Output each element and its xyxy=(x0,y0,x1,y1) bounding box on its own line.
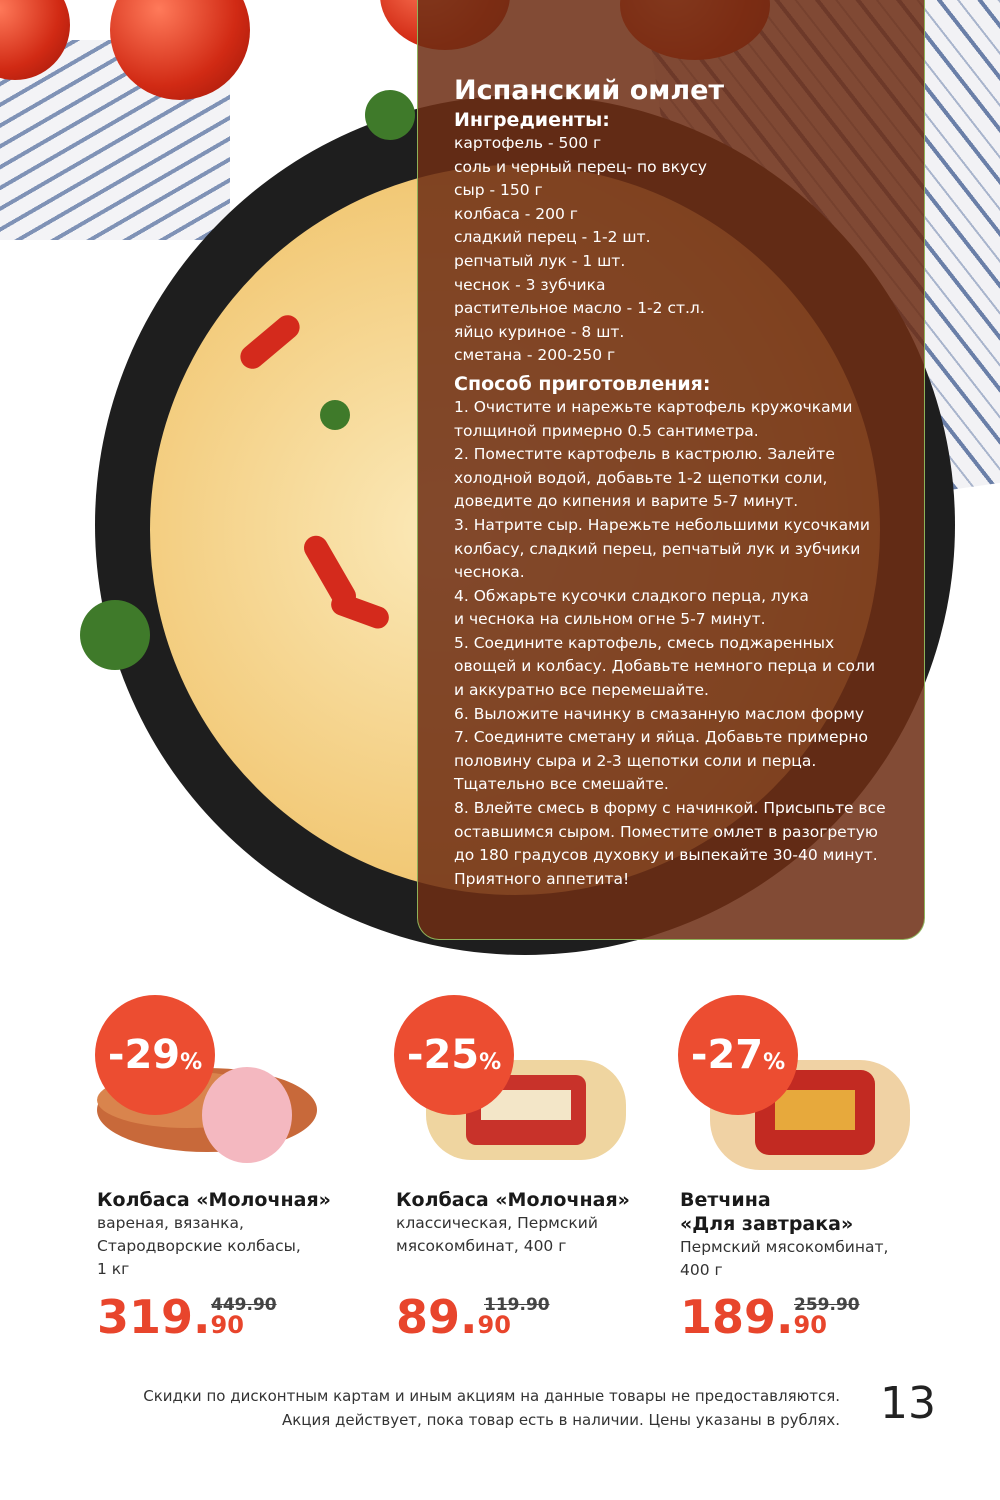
ingredient-item: сметана - 200-250 г xyxy=(454,346,616,365)
method-line: доведите до кипения и варите 5-7 минут. xyxy=(454,492,799,511)
percent-sign: % xyxy=(180,1049,203,1075)
ingredient-item: сладкий перец - 1-2 шт. xyxy=(454,228,651,247)
method-line: и аккуратно все перемешайте. xyxy=(454,681,709,700)
product-description-line: классическая, Пермский xyxy=(396,1214,598,1232)
discount-value: -25 xyxy=(406,1032,480,1078)
price-kopecks: 90 xyxy=(477,1311,511,1339)
old-price: 259.90 xyxy=(794,1295,860,1315)
method-line: 2. Поместите картофель в кастрюлю. Залей… xyxy=(454,445,835,464)
method-line: колбасу, сладкий перец, репчатый лук и з… xyxy=(454,539,861,558)
ingredients-heading: Ингредиенты: xyxy=(454,109,610,131)
product-name: Колбаса «Молочная» классическая, Пермски… xyxy=(396,1188,630,1258)
method-line: толщиной примерно 0.5 сантиметра. xyxy=(454,421,759,440)
price-rubles: 89. xyxy=(396,1290,478,1344)
method-line: половину сыра и 2-3 щепотки соли и перца… xyxy=(454,751,817,770)
method-line: чеснока. xyxy=(454,563,525,582)
method-line: 4. Обжарьте кусочки сладкого перца, лука xyxy=(454,586,809,605)
price-kopecks: 90 xyxy=(793,1311,827,1339)
price-rubles: 319. xyxy=(97,1290,211,1344)
ingredient-item: растительное масло - 1-2 ст.л. xyxy=(454,299,705,318)
parsley xyxy=(365,90,415,140)
ingredients-list: картофель - 500 г соль и черный перец- по… xyxy=(454,132,924,368)
page-number: 13 xyxy=(880,1378,936,1429)
method-heading: Способ приготовления: xyxy=(454,372,711,395)
ingredient-item: сыр - 150 г xyxy=(454,181,543,200)
method-line: овощей и колбасу. Добавьте немного перца… xyxy=(454,657,876,676)
ingredient-item: колбаса - 200 г xyxy=(454,204,578,223)
method-line: Тщательно все смешайте. xyxy=(454,775,669,794)
price-kopecks: 90 xyxy=(210,1311,244,1339)
method-line: оставшимся сыром. Поместите омлет в разо… xyxy=(454,822,878,841)
method-line: 6. Выложите начинку в смазанную маслом ф… xyxy=(454,704,865,723)
disclaimer-line: Акция действует, пока товар есть в налич… xyxy=(281,1411,840,1429)
product-description-line: 400 г xyxy=(680,1261,723,1279)
method-line: 7. Соедините сметану и яйца. Добавьте пр… xyxy=(454,728,869,747)
ingredient-item: яйцо куриное - 8 шт. xyxy=(454,322,625,341)
old-price: 119.90 xyxy=(484,1295,550,1315)
product-description-line: Стародворские колбасы, xyxy=(97,1237,301,1255)
discount-badge: -25% xyxy=(394,995,514,1115)
price: 319.90 xyxy=(97,1290,244,1344)
ingredient-item: репчатый лук - 1 шт. xyxy=(454,251,626,270)
method-line: до 180 градусов духовку и выпекайте 30-4… xyxy=(454,846,878,865)
product-description-line: вареная, вязанка, xyxy=(97,1214,244,1232)
product-name-line: Ветчина xyxy=(680,1189,771,1211)
percent-sign: % xyxy=(479,1049,502,1075)
old-price: 449.90 xyxy=(211,1295,277,1315)
price: 89.90 xyxy=(396,1290,511,1344)
disclaimer-line: Скидки по дисконтным картам и иным акция… xyxy=(143,1387,840,1405)
discount-badge: -27% xyxy=(678,995,798,1115)
discount-value: -27 xyxy=(690,1032,764,1078)
method-line: 8. Влейте смесь в форму с начинкой. Прис… xyxy=(454,799,886,818)
discount-value: -29 xyxy=(107,1032,181,1078)
disclaimer: Скидки по дисконтным картам и иным акция… xyxy=(90,1384,840,1432)
method-line: холодной водой, добавьте 1-2 щепотки сол… xyxy=(454,468,828,487)
method-line: и чеснока на сильном огне 5-7 минут. xyxy=(454,610,766,629)
ingredient-item: картофель - 500 г xyxy=(454,134,602,152)
product-description-line: 1 кг xyxy=(97,1260,130,1278)
product-name: Ветчина «Для завтрака» Пермский мясокомби… xyxy=(680,1188,888,1282)
product-name-line: Колбаса «Молочная» xyxy=(97,1189,331,1211)
product-name-line: Колбаса «Молочная» xyxy=(396,1189,630,1211)
recipe-title: Испанский омлет xyxy=(454,75,725,106)
price: 189.90 xyxy=(680,1290,827,1344)
method-line: 3. Натрите сыр. Нарежьте небольшими кусо… xyxy=(454,515,870,534)
parsley xyxy=(80,600,150,670)
percent-sign: % xyxy=(763,1049,786,1075)
parsley xyxy=(320,400,350,430)
ingredient-item: соль и черный перец- по вкусу xyxy=(454,157,707,176)
method-line: 1. Очистите и нарежьте картофель кружочк… xyxy=(454,397,853,416)
ingredient-item: чеснок - 3 зубчика xyxy=(454,275,606,294)
price-rubles: 189. xyxy=(680,1290,794,1344)
recipe-box: Испанский омлет Ингредиенты: картофель -… xyxy=(417,0,925,940)
discount-badge: -29% xyxy=(95,995,215,1115)
product-name-line: «Для завтрака» xyxy=(680,1213,854,1235)
method-steps: 1. Очистите и нарежьте картофель кружочк… xyxy=(454,396,924,891)
method-line: 5. Соедините картофель, смесь поджаренны… xyxy=(454,633,835,652)
product-name: Колбаса «Молочная» вареная, вязанка, Стар… xyxy=(97,1188,331,1281)
product-description-line: Пермский мясокомбинат, xyxy=(680,1238,889,1256)
product-description-line: мясокомбинат, 400 г xyxy=(396,1237,567,1255)
method-line: Приятного аппетита! xyxy=(454,869,630,888)
